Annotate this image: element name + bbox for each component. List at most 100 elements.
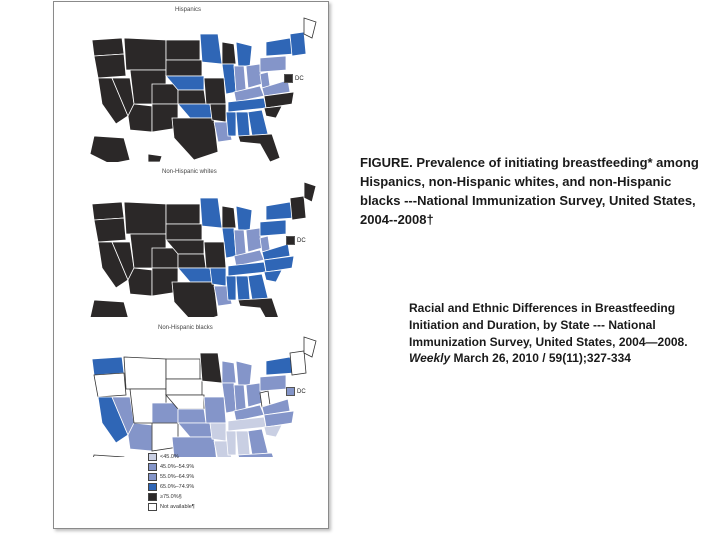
state-shape [177,267,213,283]
state-shape [165,203,201,225]
state-shape [289,195,307,221]
state-shape [233,229,247,257]
state-shape [89,135,131,162]
legend-item: 55.0%–64.9% [148,472,195,482]
state-shape [263,269,283,283]
legend-swatch [148,453,157,461]
state-shape [225,275,237,301]
state-shape [235,41,253,67]
dc-key: DC [284,74,304,83]
state-shape [123,356,167,390]
state-shape [221,41,237,65]
state-shape [165,59,203,77]
state-shape [93,372,127,398]
state-shape [237,297,279,317]
state-shape [199,197,223,229]
state-shape [199,33,223,65]
state-shape [221,205,237,229]
us-map-whites [89,181,317,317]
state-shape [247,428,269,456]
state-shape [259,374,287,392]
state-shape [247,109,269,137]
state-shape [127,422,153,452]
us-map-hispanics [89,17,317,162]
legend-item: 65.0%–74.9% [148,482,195,492]
state-shape [91,201,125,221]
state-shape [259,219,287,237]
legend-swatch [148,503,157,511]
state-shape [263,410,295,428]
state-shape [177,253,207,269]
map-panel-blacks: Non-Hispanic blacks DC [54,317,328,457]
state-shape [93,53,127,79]
state-shape [177,422,213,438]
map-legend: <45.0% 45.0%–54.9% 55.0%–64.9% 65.0%–74.… [148,452,195,512]
state-shape [289,31,307,57]
state-shape [93,217,127,243]
state-shape [127,267,153,297]
state-shape [91,356,125,376]
state-shape [171,436,217,457]
state-shape [91,37,125,57]
state-shape [199,352,223,384]
state-shape [123,37,167,71]
state-shape [165,358,201,380]
state-shape [203,77,227,105]
state-shape [147,153,163,162]
state-shape [89,299,129,317]
state-shape [203,396,227,424]
state-shape [127,103,153,133]
legend-item: ≥75.0%§ [148,492,195,502]
state-shape [203,241,227,269]
map-title: Hispanics [175,7,202,13]
state-shape [265,356,295,376]
source-date: March 26, 2010 / 59(11);327-334 [453,351,631,366]
map-title: Non-Hispanic whites [162,169,217,175]
state-shape [177,103,213,119]
source-citation: Racial and Ethnic Differences in Breastf… [409,300,709,367]
legend-item: Not available¶ [148,502,195,512]
dc-swatch [286,387,295,396]
state-shape [263,91,295,109]
legend-swatch [148,473,157,481]
state-shape [289,350,307,376]
map-panel-whites: Non-Hispanic whites DC [54,162,328,317]
figure-frame: Hispanics DC Non-Hispanic whites DC Non-… [53,1,329,529]
state-shape [123,201,167,235]
state-shape [209,422,227,442]
state-shape [237,452,274,457]
state-shape [165,378,203,396]
map-title: Non-Hispanic blacks [158,325,213,331]
state-shape [259,55,287,73]
state-shape [97,241,129,289]
legend-swatch [148,493,157,501]
state-shape [237,133,281,162]
state-shape [235,111,251,137]
state-shape [209,103,227,123]
state-shape [171,281,219,317]
state-shape [263,105,283,119]
state-shape [97,77,129,125]
state-shape [261,79,291,97]
state-shape [261,243,291,261]
state-shape [247,273,269,301]
dc-swatch [284,74,293,83]
state-shape [151,247,179,269]
state-shape [265,201,295,221]
legend-item: 45.0%–54.9% [148,462,195,472]
state-shape [209,267,227,287]
state-shape [97,396,129,444]
state-shape [235,205,253,231]
legend-item: <45.0% [148,452,195,462]
state-shape [265,37,295,57]
map-panel-hispanics: Hispanics DC [54,2,328,162]
state-shape [151,83,179,105]
state-shape [233,384,247,412]
dc-key: DC [286,387,306,396]
state-shape [221,360,237,384]
state-shape [261,398,291,416]
source-title: Racial and Ethnic Differences in Breastf… [409,301,688,349]
state-shape [303,181,317,203]
legend-swatch [148,463,157,471]
state-shape [225,430,237,456]
